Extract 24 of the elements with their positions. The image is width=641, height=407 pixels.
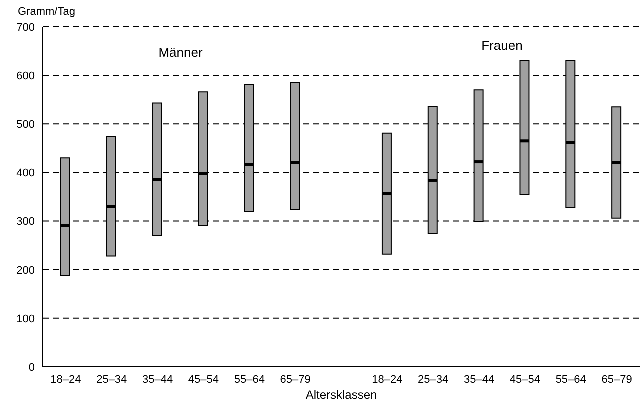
y-tick-label: 500 bbox=[16, 119, 35, 132]
y-axis-title: Gramm/Tag bbox=[18, 6, 76, 18]
y-tick-label: 300 bbox=[16, 216, 35, 228]
x-tick-label: 25–34 bbox=[96, 374, 128, 386]
y-tick-label: 200 bbox=[16, 264, 35, 277]
x-tick-label: 65–79 bbox=[602, 374, 632, 386]
x-tick-label: 35–44 bbox=[142, 374, 174, 386]
y-tick-label: 600 bbox=[16, 70, 35, 82]
x-axis-title: Altersklassen bbox=[304, 388, 378, 402]
x-tick-label: 18–24 bbox=[50, 374, 82, 386]
x-tick-label: 35–44 bbox=[464, 374, 495, 386]
y-tick-label: 700 bbox=[16, 22, 35, 34]
x-tick-label: 65–79 bbox=[280, 374, 311, 386]
x-tick-label: 25–34 bbox=[418, 374, 449, 386]
y-tick-label: 100 bbox=[16, 313, 35, 326]
x-tick-label: 18–24 bbox=[372, 374, 403, 386]
y-tick-label: 400 bbox=[16, 168, 35, 180]
x-tick-label: 45–54 bbox=[510, 374, 540, 386]
annotation: Männer bbox=[158, 45, 204, 60]
x-tick-label: 45–54 bbox=[188, 374, 220, 386]
x-tick-label: 55–64 bbox=[556, 374, 586, 386]
annotation: Frauen bbox=[480, 38, 524, 53]
x-tick-label: 55–64 bbox=[234, 374, 265, 386]
y-tick-label: 0 bbox=[28, 362, 35, 374]
